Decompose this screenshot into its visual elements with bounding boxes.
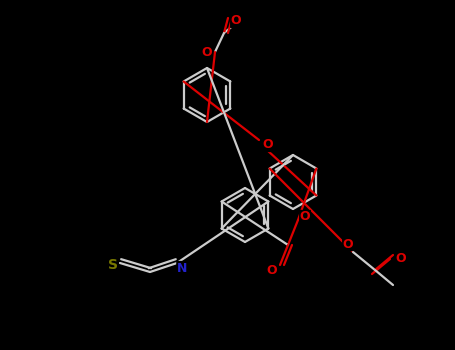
Text: O: O bbox=[202, 46, 212, 58]
Text: O: O bbox=[267, 264, 277, 276]
Text: O: O bbox=[396, 252, 406, 265]
Text: S: S bbox=[108, 258, 118, 272]
Text: O: O bbox=[263, 139, 273, 152]
Text: N: N bbox=[177, 261, 187, 274]
Text: O: O bbox=[300, 210, 310, 224]
Text: O: O bbox=[231, 14, 241, 28]
Text: O: O bbox=[343, 238, 354, 251]
